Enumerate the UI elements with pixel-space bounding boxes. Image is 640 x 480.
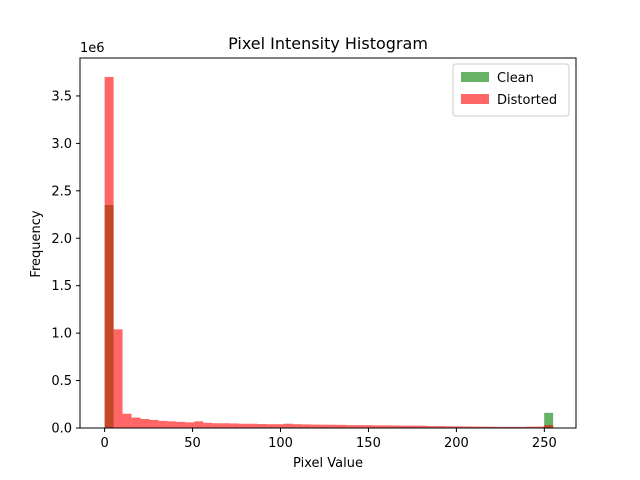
y-tick-label: 2.0 — [51, 232, 72, 247]
distorted-bar — [221, 423, 231, 428]
distorted-bar — [382, 425, 392, 428]
x-axis-label: Pixel Value — [293, 456, 363, 471]
distorted-bar — [266, 424, 276, 428]
y-tick-label: 1.0 — [51, 327, 72, 342]
distorted-bar — [140, 418, 150, 428]
clean-bar — [544, 412, 554, 428]
y-tick-label: 1.5 — [51, 279, 72, 294]
distorted-bar — [409, 425, 419, 428]
distorted-bar — [445, 426, 455, 428]
distorted-bar — [113, 329, 123, 428]
distorted-bar — [194, 421, 204, 428]
distorted-bar — [436, 426, 446, 428]
x-tick-label: 50 — [184, 436, 201, 451]
distorted-bar — [176, 421, 186, 428]
y-tick-label: 2.5 — [51, 184, 72, 199]
distorted-bar — [364, 425, 374, 428]
y-axis-label: Frequency — [29, 210, 44, 277]
distorted-bar — [203, 422, 213, 428]
distorted-bar — [319, 424, 329, 428]
distorted-bar — [212, 423, 222, 428]
distorted-bar — [400, 425, 410, 428]
y-tick-label: 0.5 — [51, 374, 72, 389]
x-tick-label: 150 — [356, 436, 381, 451]
distorted-bar — [490, 426, 500, 428]
distorted-bar — [346, 425, 356, 428]
distorted-bar — [373, 425, 383, 428]
distorted-bar — [301, 424, 311, 428]
distorted-bar — [544, 425, 554, 428]
x-tick-label: 0 — [100, 436, 108, 451]
distorted-bar — [454, 426, 464, 428]
distorted-bar — [355, 425, 365, 428]
distorted-bar — [275, 424, 285, 428]
distorted-bar — [328, 424, 338, 428]
distorted-bar — [104, 76, 114, 428]
distorted-bar — [248, 423, 258, 428]
legend-label-clean: Clean — [497, 71, 534, 86]
distorted-bar — [292, 424, 302, 428]
distorted-bar — [418, 425, 428, 428]
legend-swatch-clean — [461, 72, 489, 82]
distorted-bar — [230, 423, 240, 428]
distorted-bar — [257, 424, 267, 428]
distorted-bar — [526, 426, 536, 428]
distorted-bar — [472, 426, 482, 428]
distorted-bar — [131, 417, 141, 428]
distorted-bar — [481, 426, 491, 428]
distorted-bar — [122, 413, 132, 428]
distorted-bar — [149, 419, 159, 428]
x-tick-label: 200 — [444, 436, 469, 451]
distorted-bar — [463, 426, 473, 428]
x-axis-ticks: 0 50 100 150 200 250 — [100, 428, 557, 451]
legend-swatch-distorted — [461, 94, 489, 104]
x-tick-label: 100 — [268, 436, 293, 451]
distorted-bar — [337, 424, 347, 428]
legend: Clean Distorted — [452, 63, 570, 117]
distorted-bar — [535, 426, 545, 428]
chart-title: Pixel Intensity Histogram — [228, 34, 428, 53]
distorted-bar — [427, 426, 437, 428]
distorted-bar — [284, 423, 293, 428]
y-tick-label: 0.0 — [51, 422, 72, 437]
y-axis-offset-label: 1e6 — [80, 41, 105, 56]
distorted-bar — [517, 426, 527, 428]
histogram-bars — [104, 76, 554, 428]
distorted-bar — [158, 420, 168, 428]
x-tick-label: 250 — [532, 436, 557, 451]
distorted-bar — [185, 422, 195, 428]
y-tick-label: 3.0 — [51, 137, 72, 152]
distorted-bar — [499, 426, 509, 428]
plot-frame — [79, 57, 577, 429]
distorted-bar — [310, 424, 320, 428]
distorted-bar — [239, 423, 249, 428]
legend-label-distorted: Distorted — [497, 93, 557, 108]
y-axis-ticks: 0.0 0.5 1.0 1.5 2.0 2.5 3.0 3.5 — [51, 89, 80, 437]
distorted-bar — [167, 421, 177, 428]
distorted-bar — [508, 426, 518, 428]
distorted-bar — [391, 425, 401, 428]
y-tick-label: 3.5 — [51, 89, 72, 104]
